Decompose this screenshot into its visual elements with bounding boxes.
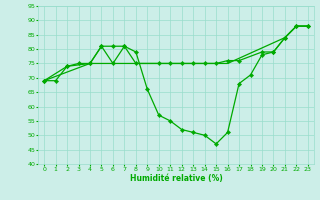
X-axis label: Humidité relative (%): Humidité relative (%) (130, 174, 222, 183)
